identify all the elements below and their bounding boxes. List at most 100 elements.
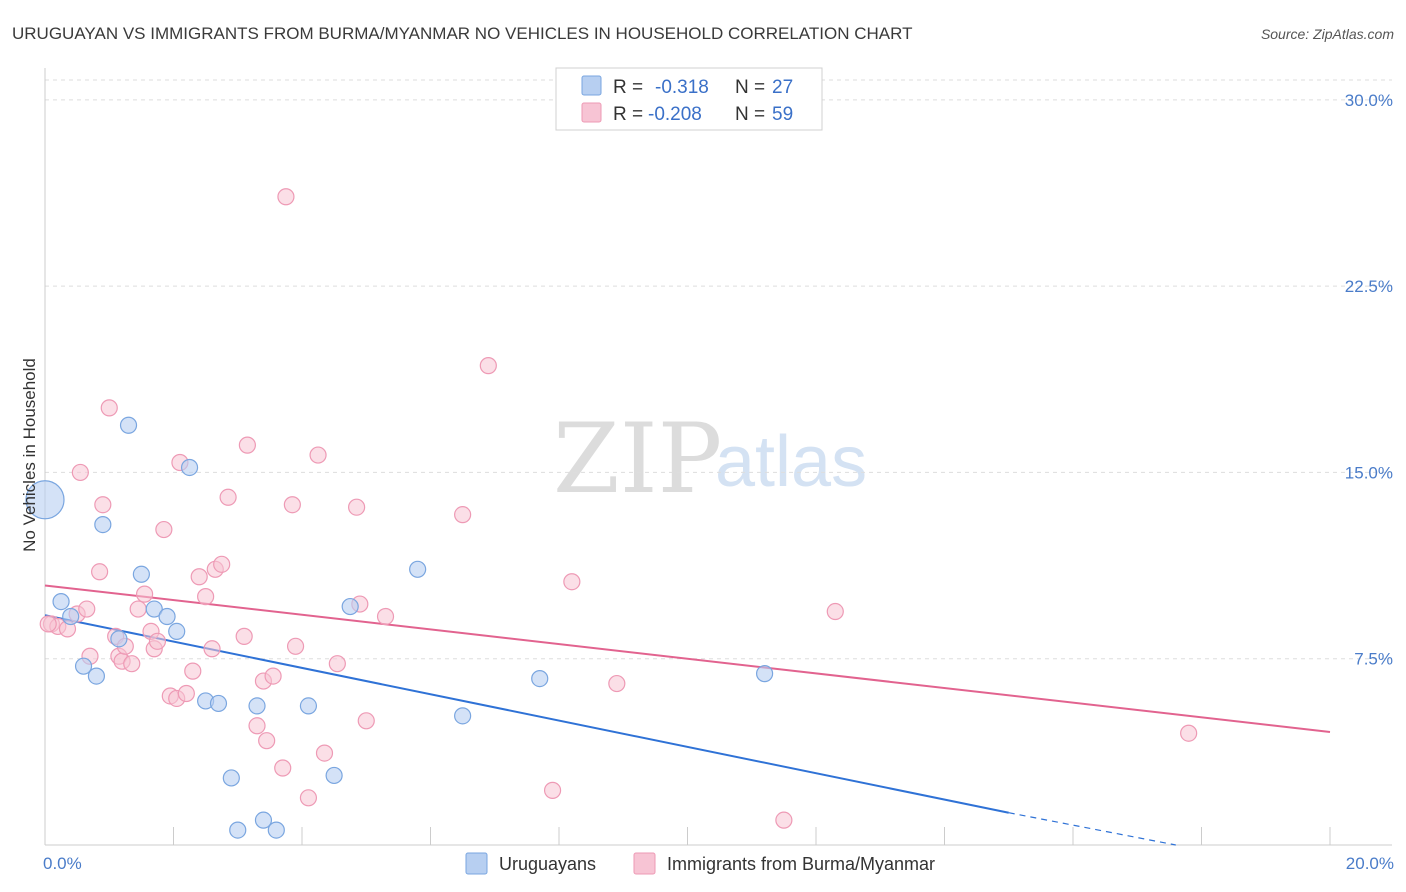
data-point-burma [1180,724,1198,742]
watermark-zip: ZIP [553,403,722,515]
data-point-burma [129,600,147,618]
data-point-burma [264,667,282,685]
x-tick-label-max: 20.0% [1346,854,1394,873]
bottom-legend-uruguayans: Uruguayans [499,854,596,874]
legend-r-value-1: -0.318 [655,77,709,98]
trend-lines [44,584,1331,846]
data-point-burma [39,615,57,633]
data-point-burma [479,357,497,375]
data-point-uruguayans [119,416,138,434]
data-point-burma [543,781,562,799]
bottom-legend-swatch-uruguayans [465,852,488,875]
data-point-burma [286,637,305,655]
data-point-uruguayans [110,630,128,648]
data-point-burma [91,563,109,581]
data-point-uruguayans [52,592,70,611]
data-point-burma [315,744,334,762]
watermark-atlas: atlas [715,422,867,502]
data-point-burma [283,496,301,514]
axes [44,68,1392,846]
legend-n-label-1: N = [735,77,765,98]
data-point-burma [184,662,202,680]
y-tick-label: 15.0% [1345,463,1393,482]
data-point-uruguayans [222,769,240,787]
data-point-burma [213,555,231,573]
data-point-uruguayans [267,821,285,839]
data-point-burma [454,506,472,524]
data-point-burma [357,712,375,730]
data-point-burma [135,585,154,603]
data-point-uruguayans [168,622,186,640]
data-point-burma [826,602,844,621]
source-label: Source: ZipAtlas.com [1261,26,1394,42]
data-point-uruguayans [229,821,247,839]
legend-r-label-1: R = [613,77,643,98]
data-point-burma [190,568,208,586]
data-point-burma [328,655,346,673]
data-point-burma [608,674,626,693]
series-legend: Uruguayans Immigrants from Burma/Myanmar [465,852,935,875]
data-point-uruguayans [209,694,228,713]
data-point-burma [94,496,112,514]
data-point-uruguayans [409,560,427,578]
y-tick-label: 22.5% [1345,277,1393,296]
data-point-burma [219,488,237,506]
data-point-burma [348,498,366,516]
data-point-uruguayans [87,667,106,685]
data-point-burma [775,811,793,829]
legend-n-value-2: 59 [772,104,793,125]
data-point-burma [123,655,141,673]
data-point-burma [563,573,581,591]
data-point-uruguayans [94,515,112,534]
y-tick-label: 30.0% [1345,91,1393,110]
data-point-uruguayans [454,707,472,725]
data-point-uruguayans [145,600,163,618]
data-point-uruguayans [180,458,199,477]
data-point-uruguayans [132,565,150,583]
data-point-burma [177,684,195,703]
data-point-uruguayans [299,697,318,715]
data-point-burma [148,632,167,650]
data-point-burma [71,463,89,482]
data-points [25,188,1198,839]
trend-line-uruguayans [44,614,1009,814]
data-point-uruguayans [755,665,774,683]
x-tick-label-min: 0.0% [43,854,82,873]
data-point-burma [248,717,266,735]
data-point-burma [258,732,276,750]
data-point-uruguayans [158,607,176,626]
data-point-burma [78,600,96,618]
data-point-uruguayans [25,480,65,520]
data-point-uruguayans [248,697,266,715]
data-point-uruguayans [74,657,93,675]
data-point-burma [309,446,327,464]
data-point-burma [274,759,292,777]
legend-n-value-1: 27 [772,77,793,98]
correlation-legend: R = -0.318 N = 27 R = -0.208 N = 59 [555,67,823,131]
bottom-legend-burma: Immigrants from Burma/Myanmar [667,854,935,874]
data-point-burma [155,520,173,539]
gridlines: 7.5% 15.0% 22.5% 30.0% [45,79,1393,669]
data-point-burma [203,640,221,658]
data-point-burma [235,627,253,645]
data-point-uruguayans [531,669,549,688]
data-point-uruguayans [325,766,343,785]
trend-line-uruguayans-extension [1008,812,1176,846]
data-point-burma [197,588,215,606]
data-point-burma [238,436,256,454]
data-point-uruguayans [62,607,80,626]
legend-r-value-2: -0.208 [648,104,702,125]
trend-line-burma [44,584,1331,733]
legend-r-label-2: R = [613,104,643,125]
data-point-burma [376,607,395,626]
data-point-burma [299,789,318,807]
y-axis-label: No Vehicles in Household [20,358,39,552]
data-point-burma [277,188,295,206]
chart-title: URUGUAYAN VS IMMIGRANTS FROM BURMA/MYANM… [12,24,912,43]
legend-swatch-uruguayans [581,75,602,96]
legend-n-label-2: N = [735,104,765,125]
data-point-uruguayans [254,811,273,829]
legend-swatch-burma [581,102,602,123]
data-point-uruguayans [341,597,359,616]
